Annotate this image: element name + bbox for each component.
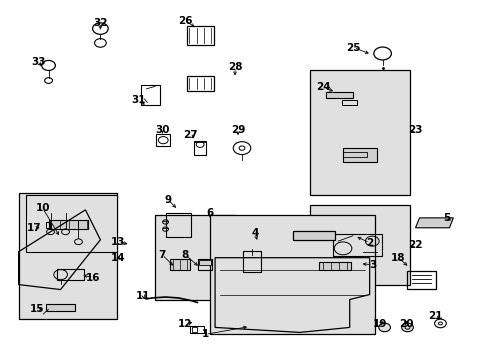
- Text: 2: 2: [366, 238, 372, 248]
- Text: 25: 25: [346, 42, 360, 53]
- Bar: [406, 271, 435, 289]
- Text: 19: 19: [372, 319, 386, 329]
- Text: 14: 14: [111, 253, 125, 263]
- Bar: [210, 215, 374, 334]
- Text: 33: 33: [31, 58, 46, 67]
- Text: 8: 8: [181, 250, 188, 260]
- Bar: [199, 260, 211, 265]
- Text: 32: 32: [93, 18, 107, 28]
- Text: 5: 5: [442, 213, 449, 223]
- Text: 21: 21: [427, 311, 442, 321]
- Bar: [333, 234, 381, 256]
- Text: 6: 6: [206, 208, 213, 218]
- Text: 30: 30: [155, 125, 169, 135]
- Bar: [191, 327, 196, 332]
- Text: 1: 1: [201, 329, 208, 339]
- Text: 7: 7: [158, 250, 165, 260]
- Bar: [170, 259, 190, 270]
- Bar: [190, 326, 203, 333]
- Text: 31: 31: [131, 95, 145, 105]
- Bar: [155, 215, 235, 300]
- Text: 28: 28: [227, 62, 242, 72]
- Bar: [46, 304, 75, 311]
- Bar: [186, 26, 213, 45]
- Text: 29: 29: [230, 125, 244, 135]
- Bar: [165, 213, 190, 237]
- Bar: [325, 93, 352, 98]
- Text: 24: 24: [316, 82, 330, 93]
- Text: 16: 16: [86, 273, 101, 283]
- Bar: [243, 251, 260, 273]
- Text: 15: 15: [29, 305, 44, 315]
- Bar: [156, 134, 170, 146]
- Bar: [25, 195, 117, 252]
- Bar: [19, 193, 117, 319]
- Text: 27: 27: [183, 130, 197, 140]
- Text: 11: 11: [136, 291, 150, 301]
- Bar: [141, 85, 159, 105]
- Bar: [292, 231, 334, 240]
- Text: 26: 26: [178, 15, 192, 26]
- Bar: [309, 71, 408, 195]
- Text: 10: 10: [35, 203, 50, 213]
- Circle shape: [401, 323, 412, 332]
- Bar: [342, 148, 376, 162]
- Text: 18: 18: [390, 253, 405, 263]
- Bar: [49, 220, 88, 229]
- Text: 3: 3: [368, 260, 375, 270]
- Bar: [194, 141, 206, 155]
- Bar: [342, 152, 366, 157]
- Bar: [186, 76, 213, 91]
- Circle shape: [378, 323, 389, 332]
- Text: 12: 12: [178, 319, 192, 329]
- Text: 4: 4: [251, 228, 258, 238]
- Bar: [341, 100, 357, 105]
- Bar: [57, 269, 83, 280]
- Bar: [46, 222, 50, 228]
- Text: 9: 9: [164, 195, 171, 205]
- Text: 17: 17: [27, 223, 42, 233]
- Bar: [309, 205, 408, 285]
- Text: 13: 13: [111, 237, 125, 247]
- Bar: [197, 259, 212, 270]
- Bar: [318, 262, 350, 270]
- Text: 22: 22: [407, 240, 422, 250]
- Text: 20: 20: [399, 319, 413, 329]
- Polygon shape: [415, 218, 452, 228]
- Text: 23: 23: [407, 125, 422, 135]
